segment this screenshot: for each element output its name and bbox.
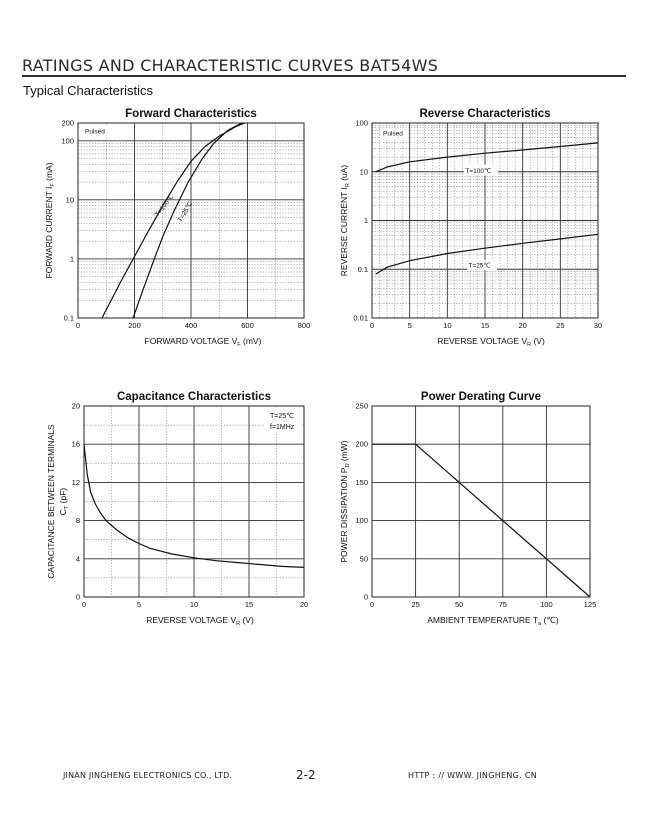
curve-label-t25: T=25℃: [468, 261, 490, 269]
derating-curve: [372, 443, 591, 598]
x-tick-label: 100: [540, 600, 553, 609]
plot-frame: [83, 405, 305, 598]
y-tick-label: 200: [61, 119, 74, 128]
chart-title: Capacitance Characteristics: [117, 391, 271, 403]
capacitance-curve: [83, 444, 305, 568]
plot-frame: [371, 405, 591, 598]
x-axis-label: REVERSE VOLTAGE VR (V): [437, 336, 545, 348]
x-tick-label: 800: [298, 321, 311, 330]
y-tick-label: 200: [355, 440, 368, 449]
y-tick-label: 0.1: [64, 314, 74, 323]
y-tick-label: 12: [72, 478, 80, 487]
y-tick-label: 4: [76, 554, 80, 563]
y-axis-label: FORWARD CURRENT IF (mA): [44, 162, 56, 278]
label-bg: [466, 260, 497, 271]
x-axis-label: AMBIENT TEMPERATURE Ta (℃): [427, 615, 559, 627]
pulsed-annotation: Pulsed: [85, 129, 105, 136]
x-tick-label: 0: [370, 321, 374, 330]
y-tick-label: 10: [360, 167, 368, 176]
x-tick-label: 50: [455, 600, 463, 609]
x-tick-label: 20: [300, 600, 308, 609]
annotation-bg: [380, 128, 408, 138]
y-tick-label: 150: [355, 478, 368, 487]
y-tick-label: 8: [76, 516, 80, 525]
y-tick-label: 100: [355, 516, 368, 525]
footer-page-number: 2-2: [296, 768, 316, 782]
y-tick-label: 0.01: [353, 314, 368, 323]
y-axis-label: CAPACITANCE BETWEEN TERMINALS: [46, 424, 56, 579]
y-axis-label: CT (pF): [58, 488, 70, 516]
x-tick-label: 10: [190, 600, 198, 609]
x-tick-label: 125: [584, 600, 597, 609]
y-tick-label: 10: [66, 195, 74, 204]
y-tick-label: 0: [76, 593, 80, 602]
footer-url: HTTP : // WWW. JINGHENG. CN: [408, 771, 537, 780]
reverse-curve-t25: [375, 233, 599, 275]
curve-label-t100: T=100℃: [465, 167, 491, 175]
x-axis-label: FORWARD VOLTAGE VF (mV): [145, 336, 262, 348]
derating-chart: Power Derating Curve 0 25 50 75 100 125 250 200 1…: [339, 391, 596, 627]
chart-title: Power Derating Curve: [421, 391, 541, 403]
y-tick-label: 100: [355, 119, 368, 128]
curve-label-t25: T=25℃: [176, 200, 195, 223]
chart-title: Reverse Characteristics: [419, 108, 550, 120]
y-tick-label: 100: [61, 136, 74, 145]
x-tick-label: 0: [82, 600, 86, 609]
x-axis-label: REVERSE VOLTAGE VR (V): [146, 615, 254, 627]
x-tick-label: 0: [370, 600, 374, 609]
reverse-curve-t100: [375, 142, 599, 173]
x-tick-label: 15: [481, 321, 489, 330]
x-tick-label: 25: [411, 600, 419, 609]
frequency-annotation: f=1MHz: [270, 424, 295, 431]
y-tick-label: 1: [70, 254, 74, 263]
page-title: RATINGS AND CHARACTERISTIC CURVES BAT54W…: [22, 56, 439, 75]
x-tick-label: 75: [499, 600, 507, 609]
label-bg: [463, 164, 498, 176]
x-tick-label: 0: [76, 321, 80, 330]
title-rule: [22, 75, 626, 77]
x-tick-label: 10: [443, 321, 451, 330]
annotation-bg: [264, 408, 302, 432]
forward-curve-t25: [132, 122, 243, 319]
x-tick-label: 25: [556, 321, 564, 330]
x-tick-label: 400: [185, 321, 198, 330]
x-tick-label: 200: [128, 321, 141, 330]
capacitance-chart: Capacitance Characteristics 0 5 10 15 20 20 16 1…: [46, 391, 308, 627]
section-title: Typical Characteristics: [23, 83, 154, 98]
x-tick-label: 30: [594, 321, 602, 330]
y-tick-label: 16: [72, 440, 80, 449]
y-tick-label: 1: [364, 216, 368, 225]
x-tick-label: 600: [241, 321, 254, 330]
x-tick-label: 5: [137, 600, 141, 609]
footer-company: JINAN JINGHENG ELECTRONICS CO., LTD.: [63, 771, 233, 780]
y-tick-label: 0.1: [358, 265, 368, 274]
forward-curve-t100: [101, 122, 245, 319]
x-tick-label: 5: [408, 321, 412, 330]
y-tick-label: 50: [360, 554, 368, 563]
x-tick-label: 20: [518, 321, 526, 330]
chart-title: Forward Characteristics: [125, 108, 257, 120]
y-axis-label: REVERSE CURRENT IR (uA): [339, 165, 351, 277]
annotation-bg: [81, 126, 111, 136]
y-tick-label: 0: [364, 593, 368, 602]
y-axis-label: POWER DISSIPATION PD (mW): [339, 440, 351, 562]
x-tick-label: 15: [245, 600, 253, 609]
pulsed-annotation: Pulsed: [383, 131, 403, 138]
temperature-annotation: T=25℃: [270, 413, 294, 420]
y-tick-label: 20: [72, 402, 80, 411]
plot-frame: [77, 122, 305, 319]
y-tick-label: 250: [355, 402, 368, 411]
forward-chart: Forward Characteristics 0 200 400 600 800 200 1…: [44, 108, 310, 348]
plot-frame: [371, 122, 599, 319]
